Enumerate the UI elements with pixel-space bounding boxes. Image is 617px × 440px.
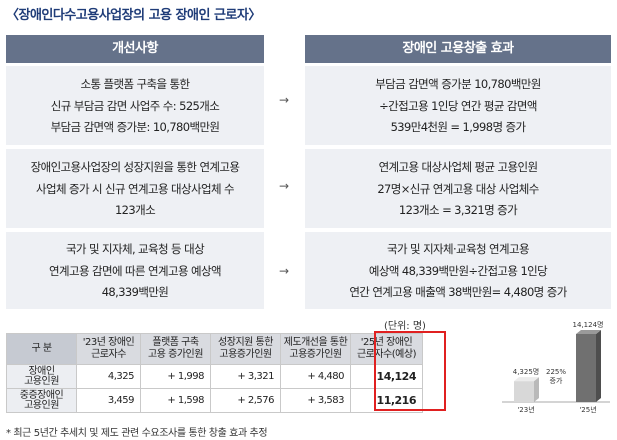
- header-employment-effect: 장애인 고용창출 효과: [305, 35, 611, 63]
- right-arrow-icon: →: [278, 264, 290, 278]
- category-label: '23년: [517, 405, 534, 414]
- table-header-platform-increase: 플랫폼 구축 고용 증가인원: [140, 333, 211, 365]
- right-arrow-icon: →: [278, 179, 290, 193]
- table-cell: + 2,576: [210, 388, 281, 413]
- table-cell: 3,459: [76, 388, 141, 413]
- category-label: '25년: [579, 405, 596, 414]
- table-cell-2025-total: 14,124: [350, 364, 423, 389]
- effect-line: 연계고용 대상사업체 평균 고용인원: [378, 159, 538, 174]
- effect-row-1: 부담금 감면액 증가분 10,780백만원 ÷간접고용 1인당 연간 평균 감면…: [305, 66, 611, 145]
- effect-line: 부담금 감면액 증가분 10,780백만원: [375, 76, 541, 91]
- right-arrow-icon: →: [278, 93, 290, 107]
- growth-bar-chart: 4,325명 '23년 14,124명 '25년 225%증가: [502, 320, 610, 414]
- effect-line: ÷간접고용 1인당 연간 평균 감면액: [379, 98, 537, 113]
- improvement-row-3: 국가 및 지자체, 교육청 등 대상 연계고용 감면에 따른 연계고용 예상액 …: [6, 232, 264, 309]
- effect-line: 연간 연계고용 매출액 38백만원= 4,480명 증가: [349, 284, 567, 299]
- table-header-2023-workers: '23년 장애인 근로자수: [76, 333, 141, 365]
- improvement-line: 소통 플랫폼 구축을 통한: [80, 76, 191, 91]
- bar-1: [514, 381, 534, 402]
- improvement-line: 장애인고용사업장의 성장지원을 통한 연계고용: [30, 159, 240, 174]
- improvement-line: 부담금 감면액 증가분: 10,780백만원: [50, 120, 220, 135]
- table-row: 중증장애인 고용인원 3,459 + 1,598 + 2,576 + 3,583 …: [6, 388, 423, 413]
- row-label-severe-disabled-employees: 중증장애인 고용인원: [6, 388, 77, 413]
- improvement-line: 48,339백만원: [101, 284, 169, 299]
- row-label-disabled-employees: 장애인 고용인원: [6, 364, 77, 389]
- table-header-row: 구 분 '23년 장애인 근로자수 플랫폼 구축 고용 증가인원 성장지원 통한 고용…: [6, 333, 423, 365]
- table-cell: + 4,480: [280, 364, 351, 389]
- table-row: 장애인 고용인원 4,325 + 1,998 + 3,321 + 4,480 14…: [6, 364, 423, 389]
- improvement-line: 연계고용 감면에 따른 연계고용 예상액: [49, 263, 222, 278]
- statistics-table: 구 분 '23년 장애인 근로자수 플랫폼 구축 고용 증가인원 성장지원 통한 고용…: [6, 333, 423, 413]
- footnote: * 최근 5년간 추세치 및 제도 관련 수요조사를 통한 창출 효과 추정: [6, 428, 268, 439]
- improvement-line: 국가 및 지자체, 교육청 등 대상: [65, 242, 205, 257]
- improvement-row-1: 소통 플랫폼 구축을 통한 신규 부담금 감면 사업주 수: 525개소 부담금…: [6, 66, 264, 145]
- table-cell: + 1,598: [140, 388, 211, 413]
- bar-top: [514, 377, 539, 382]
- table-cell: + 3,321: [210, 364, 281, 389]
- bar-value-label: 4,325명: [513, 367, 539, 376]
- effect-line: 539만4천원 = 1,998명 증가: [390, 120, 526, 135]
- table-cell: + 1,998: [140, 364, 211, 389]
- effect-line: 예상액 48,339백만원÷간접고용 1인당: [368, 263, 548, 278]
- bar-side: [534, 377, 539, 402]
- bar-value-label: 14,124명: [573, 320, 604, 329]
- page-title: 〈장애인다수고용사업장의 고용 장애인 근로자〉: [6, 8, 261, 23]
- improvement-line: 신규 부담금 감면 사업주 수: 525개소: [50, 98, 220, 113]
- header-improvements: 개선사항: [6, 35, 264, 63]
- bar-2: [576, 334, 596, 402]
- table-header-growth-increase: 성장지원 통한 고용증가인원: [210, 333, 281, 365]
- improvement-row-2: 장애인고용사업장의 성장지원을 통한 연계고용 사업체 증가 시 신규 연계고용…: [6, 149, 264, 228]
- table-header-category: 구 분: [6, 333, 77, 365]
- table-cell: 4,325: [76, 364, 141, 389]
- improvement-line: 123개소: [114, 203, 156, 218]
- table-header-policy-increase: 제도개선을 통한 고용증가인원: [280, 333, 351, 365]
- table-cell: + 3,583: [280, 388, 351, 413]
- effect-row-2: 연계고용 대상사업체 평균 고용인원 27명×신규 연계고용 대상 사업체수 1…: [305, 149, 611, 228]
- unit-note: (단위: 명): [384, 321, 426, 332]
- effect-line: 27명×신규 연계고용 대상 사업체수: [377, 181, 539, 196]
- bar-top: [576, 330, 601, 334]
- growth-annotation: 증가: [550, 376, 563, 385]
- bar-side: [596, 330, 601, 402]
- effect-line: 국가 및 지자체·교육청 연계고용: [387, 242, 530, 257]
- effect-row-3: 국가 및 지자체·교육청 연계고용 예상액 48,339백만원÷간접고용 1인당…: [305, 232, 611, 309]
- table-header-2025-workers: '25년 장애인 근로자수(예상): [350, 333, 423, 365]
- table-cell-2025-total: 11,216: [350, 388, 423, 413]
- growth-annotation: 225%: [546, 368, 566, 376]
- improvement-line: 사업체 증가 시 신규 연계고용 대상사업체 수: [36, 181, 235, 196]
- effect-line: 123개소 = 3,321명 증가: [398, 203, 518, 218]
